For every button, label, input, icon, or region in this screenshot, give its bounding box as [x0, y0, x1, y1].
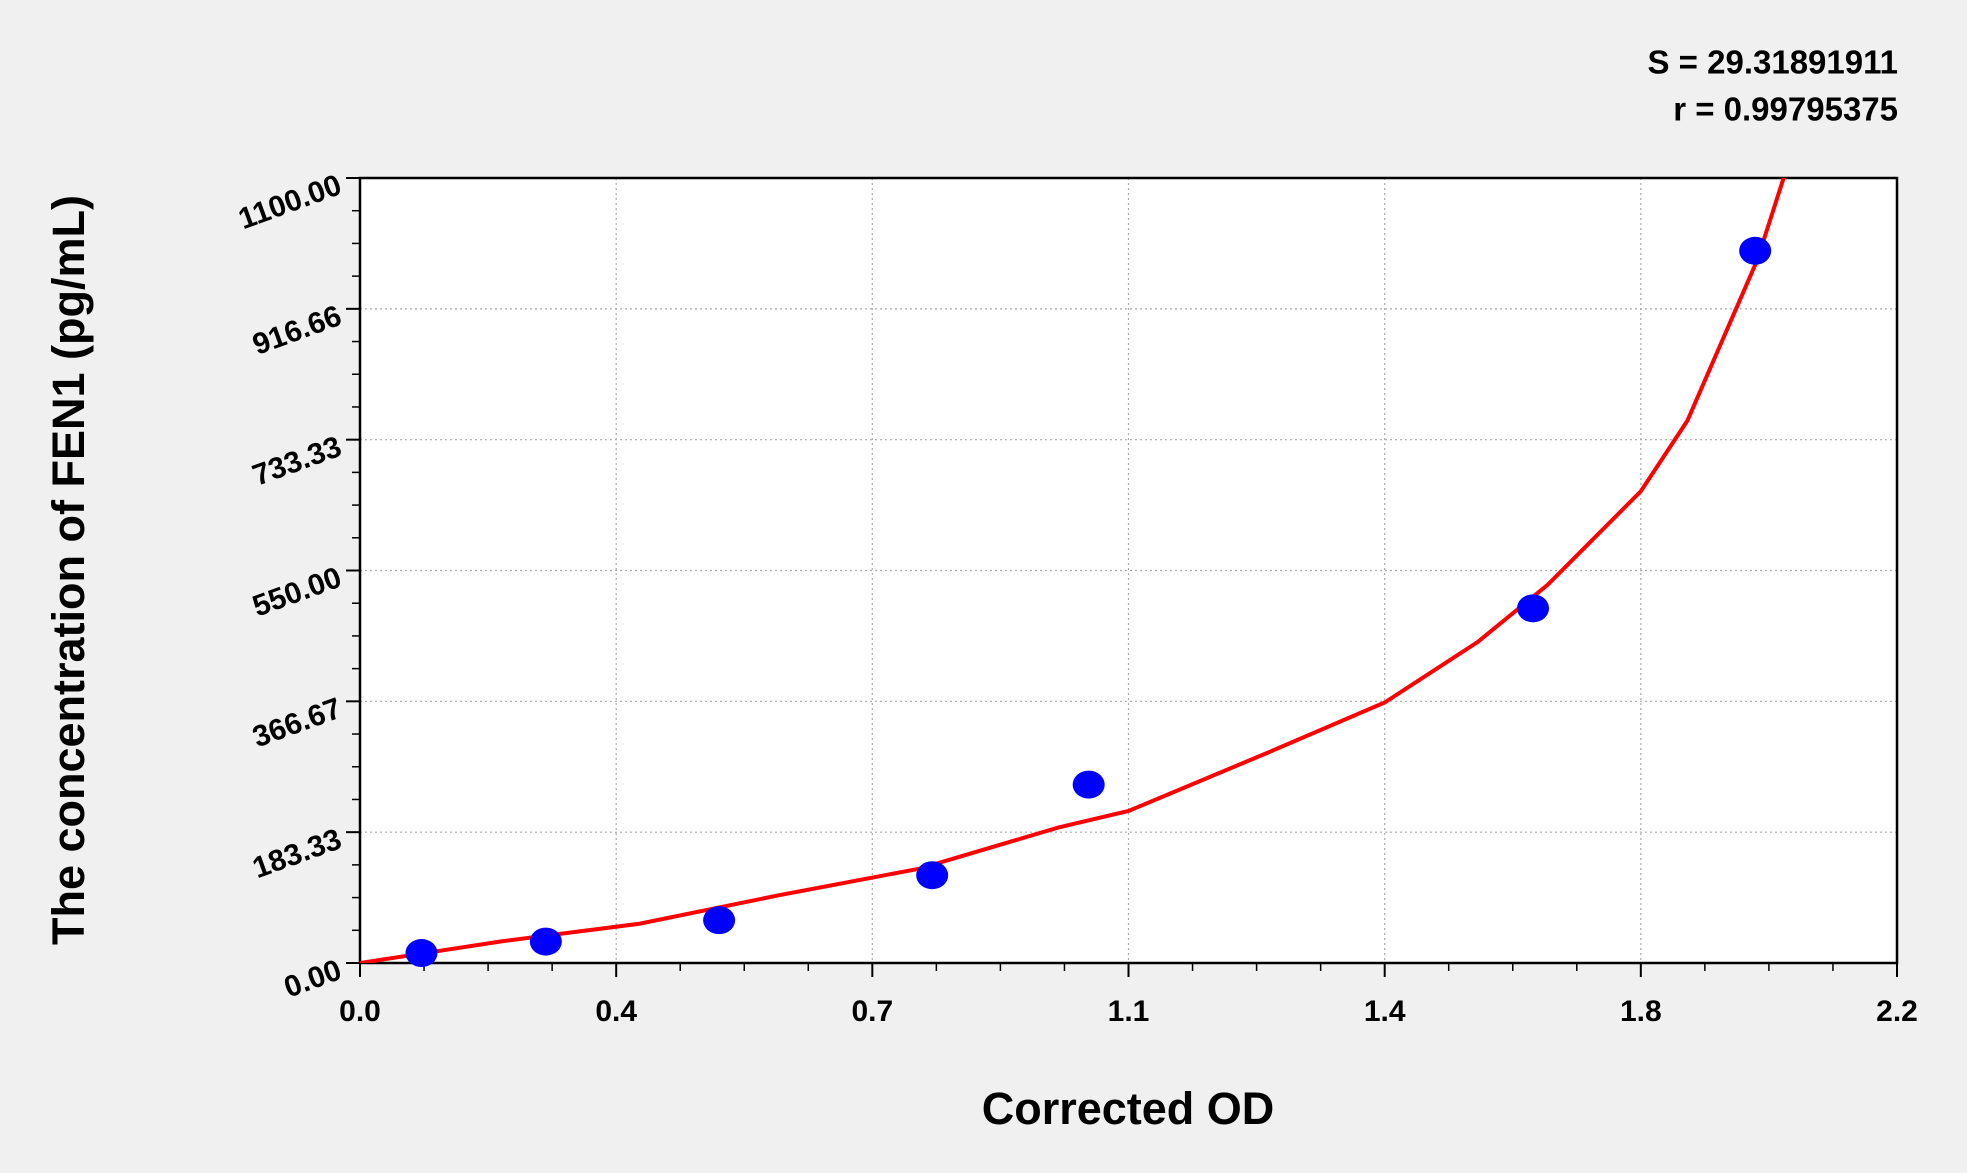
fit-curve	[360, 178, 1786, 963]
x-tick-label: 2.2	[1876, 995, 1918, 1028]
data-point	[1739, 236, 1772, 265]
annotation: S = 29.31891911	[1648, 44, 1899, 81]
data-point	[916, 861, 949, 890]
data-point	[529, 927, 562, 956]
y-tick-label: 183.33	[248, 823, 346, 885]
y-tick-label: 0.00	[280, 954, 346, 1005]
x-tick-label: 1.1	[1108, 995, 1150, 1028]
data-point	[703, 906, 736, 935]
x-tick-label: 0.4	[595, 995, 637, 1028]
plot-frame	[358, 176, 1899, 965]
data-point	[405, 939, 438, 968]
data-point	[1072, 770, 1105, 799]
x-axis-title: Corrected OD	[982, 1083, 1275, 1134]
y-tick-label: 916.66	[248, 299, 346, 361]
x-tick-label: 1.8	[1620, 995, 1662, 1028]
x-tick-label: 0.7	[851, 995, 893, 1028]
x-tick-label: 0.0	[339, 995, 381, 1028]
y-tick-label: 550.00	[248, 561, 346, 623]
annotation: r = 0.99795375	[1673, 91, 1898, 128]
data-point	[1517, 594, 1550, 623]
y-axis-title: The concentration of FEN1 (pg/mL)	[43, 195, 94, 945]
y-tick-label: 366.67	[248, 692, 346, 754]
plot-layer	[360, 178, 1786, 963]
y-tick-label: 733.33	[248, 430, 346, 492]
x-tick-label: 1.4	[1364, 995, 1406, 1028]
y-tick-label: 1100.00	[234, 169, 346, 237]
